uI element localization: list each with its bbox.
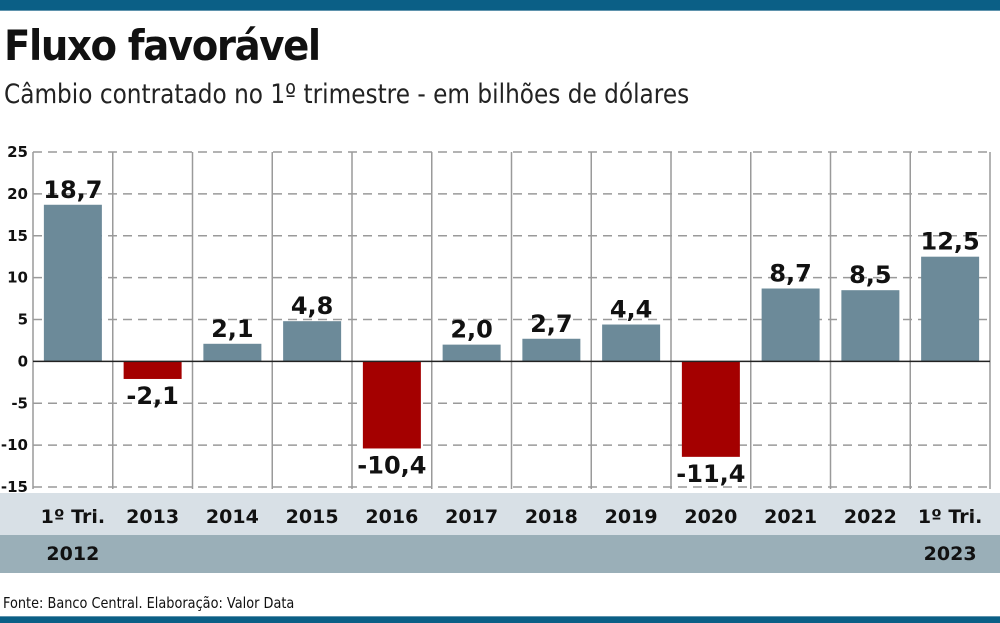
category-labels: 1º Tri. 2012 2013 2014 2015 2016 2017 2018 2019 2… bbox=[41, 506, 983, 565]
y-tick-label: 5 bbox=[18, 311, 28, 329]
bar bbox=[203, 343, 262, 362]
category-label: 2018 bbox=[525, 506, 578, 528]
value-label: 2,7 bbox=[530, 310, 573, 338]
value-label: 8,7 bbox=[769, 260, 812, 288]
bar bbox=[761, 288, 820, 362]
category-band-primary bbox=[0, 493, 1000, 535]
value-label: 8,5 bbox=[849, 261, 892, 289]
value-label: 12,5 bbox=[921, 228, 980, 256]
value-label: 18,7 bbox=[43, 176, 102, 204]
value-label: 2,0 bbox=[450, 316, 493, 344]
bar bbox=[602, 324, 661, 362]
y-axis-ticks: 25 20 15 10 5 0 -5 -10 -15 bbox=[1, 143, 28, 496]
top-brand-bar bbox=[0, 0, 1000, 11]
y-tick-label: -10 bbox=[1, 436, 28, 454]
y-tick-label: 15 bbox=[7, 227, 28, 245]
bars bbox=[43, 204, 980, 457]
value-label: 2,1 bbox=[211, 315, 254, 343]
value-label: 4,8 bbox=[291, 292, 334, 320]
category-label: 2016 bbox=[365, 506, 418, 528]
category-band-secondary bbox=[0, 535, 1000, 573]
bottom-brand-bar bbox=[0, 616, 1000, 623]
category-label: 2015 bbox=[286, 506, 339, 528]
category-label: 2022 bbox=[844, 506, 897, 528]
category-label: 2020 bbox=[684, 506, 737, 528]
category-year-label: 2012 bbox=[46, 543, 99, 565]
category-label: 2019 bbox=[605, 506, 658, 528]
bar bbox=[681, 361, 740, 457]
bar bbox=[362, 361, 421, 449]
value-label: -2,1 bbox=[126, 382, 178, 410]
y-tick-label: -15 bbox=[1, 478, 28, 496]
chart-title: Fluxo favorável bbox=[4, 21, 321, 70]
bar bbox=[841, 290, 900, 362]
category-label: 1º Tri. bbox=[918, 506, 983, 528]
bar bbox=[43, 204, 102, 362]
bar bbox=[283, 321, 342, 362]
y-tick-label: 20 bbox=[7, 185, 28, 203]
value-label: -11,4 bbox=[676, 460, 745, 488]
y-tick-label: 10 bbox=[7, 269, 28, 287]
y-tick-label: 25 bbox=[7, 143, 28, 161]
y-tick-label: 0 bbox=[18, 352, 28, 370]
category-year-label: 2023 bbox=[924, 543, 977, 565]
category-label: 2017 bbox=[445, 506, 498, 528]
chart-subtitle: Câmbio contratado no 1º trimestre - em b… bbox=[4, 79, 690, 110]
gridlines bbox=[32, 151, 991, 489]
value-label: 4,4 bbox=[610, 296, 653, 324]
category-label: 1º Tri. bbox=[41, 506, 106, 528]
bar bbox=[123, 361, 182, 379]
bar bbox=[522, 338, 581, 362]
category-label: 2021 bbox=[764, 506, 817, 528]
y-tick-label: -5 bbox=[11, 394, 28, 412]
category-label: 2013 bbox=[126, 506, 179, 528]
source-note: Fonte: Banco Central. Elaboração: Valor … bbox=[3, 594, 295, 612]
bar bbox=[921, 256, 980, 362]
category-label: 2014 bbox=[206, 506, 259, 528]
value-labels: 18,7 -2,1 2,1 4,8 -10,4 2,0 2,7 4,4 -11,4 8,7 8,5 1… bbox=[43, 176, 979, 488]
bar bbox=[442, 344, 501, 362]
value-label: -10,4 bbox=[357, 451, 426, 479]
